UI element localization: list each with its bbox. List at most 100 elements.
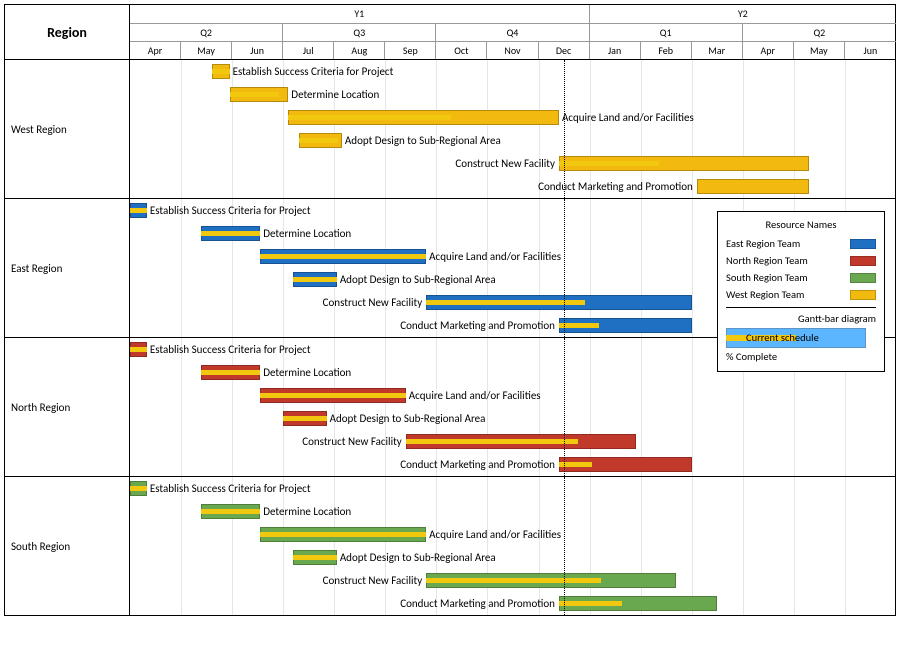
region-timeline: Establish Success Criteria for Project De…: [130, 477, 895, 615]
task-label: Conduct Marketing and Promotion: [400, 317, 555, 334]
legend-row-label: North Region Team: [726, 254, 808, 267]
header-month: Dec: [539, 42, 590, 59]
header-quarter: Q2: [130, 24, 283, 41]
legend-row: West Region Team: [726, 286, 876, 303]
task-pct-bar: [283, 416, 326, 421]
task-pct-bar: [260, 532, 426, 537]
task-label: Determine Location: [263, 364, 351, 381]
task-row: Acquire Land and/or Facilities: [130, 106, 895, 129]
header-month: Apr: [743, 42, 794, 59]
legend-row-label: East Region Team: [726, 237, 800, 250]
task-label: Acquire Land and/or Facilities: [562, 109, 694, 126]
task-label: Construct New Facility: [455, 155, 555, 172]
task-pct-bar: [130, 347, 147, 352]
legend-row: South Region Team: [726, 269, 876, 286]
task-row: Acquire Land and/or Facilities: [130, 384, 895, 407]
header-year: Y2: [590, 5, 896, 23]
legend-pct-label: % Complete: [726, 350, 876, 363]
header-quarter: Q1: [590, 24, 743, 41]
task-row: Construct New Facility: [130, 430, 895, 453]
task-pct-bar: [293, 277, 336, 282]
header-quarter: Q3: [283, 24, 436, 41]
header-month: Aug: [334, 42, 385, 59]
task-row: Adopt Design to Sub-Regional Area: [130, 407, 895, 430]
task-row: Determine Location: [130, 500, 895, 523]
task-row: Acquire Land and/or Facilities: [130, 523, 895, 546]
task-pct-bar: [260, 254, 426, 259]
task-pct-bar: [201, 231, 260, 236]
legend-title: Resource Names: [726, 218, 876, 231]
header-month: Apr: [130, 42, 181, 59]
task-label: Conduct Marketing and Promotion: [400, 456, 555, 473]
header-quarter: Q2: [743, 24, 896, 41]
legend-swatch: [850, 290, 876, 300]
task-pct-bar: [288, 115, 450, 120]
task-row: Construct New Facility: [130, 569, 895, 592]
region-label: West Region: [5, 60, 130, 198]
legend-row-label: West Region Team: [726, 288, 804, 301]
task-label: Establish Success Criteria for Project: [233, 63, 394, 80]
gantt-header: Region Y1Y2 Q2Q3Q4Q1Q2 AprMayJunJulAugSe…: [5, 5, 895, 60]
region-timeline: Establish Success Criteria for Project De…: [130, 60, 895, 198]
header-month: Feb: [641, 42, 692, 59]
legend-swatch: [850, 273, 876, 283]
task-pct-bar: [130, 486, 147, 491]
task-pct-bar: [426, 300, 585, 305]
task-row: Construct New Facility: [130, 152, 895, 175]
task-row: Adopt Design to Sub-Regional Area: [130, 129, 895, 152]
header-month: Nov: [487, 42, 538, 59]
region-block: South RegionEstablish Success Criteria f…: [5, 477, 895, 615]
task-label: Determine Location: [263, 503, 351, 520]
header-year: Y1: [130, 5, 590, 23]
task-label: Adopt Design to Sub-Regional Area: [330, 410, 486, 427]
task-label: Acquire Land and/or Facilities: [429, 526, 561, 543]
region-label: South Region: [5, 477, 130, 615]
task-label: Adopt Design to Sub-Regional Area: [345, 132, 501, 149]
task-row: Adopt Design to Sub-Regional Area: [130, 546, 895, 569]
header-month: Jun: [232, 42, 283, 59]
task-label: Establish Success Criteria for Project: [150, 202, 311, 219]
task-label: Construct New Facility: [302, 433, 402, 450]
task-label: Determine Location: [291, 86, 379, 103]
task-pct-bar: [201, 370, 260, 375]
legend-swatch: [850, 256, 876, 266]
header-month: Mar: [692, 42, 743, 59]
task-pct-bar: [212, 69, 230, 74]
task-label: Establish Success Criteria for Project: [150, 480, 311, 497]
task-label: Determine Location: [263, 225, 351, 242]
task-label: Acquire Land and/or Facilities: [409, 387, 541, 404]
task-pct-bar: [201, 509, 260, 514]
region-block: West RegionEstablish Success Criteria fo…: [5, 60, 895, 199]
legend-row: North Region Team: [726, 252, 876, 269]
task-label: Conduct Marketing and Promotion: [538, 178, 693, 195]
task-row: Conduct Marketing and Promotion: [130, 453, 895, 476]
task-pct-bar: [260, 393, 406, 398]
task-pct-bar: [559, 601, 622, 606]
today-line: [564, 477, 565, 615]
task-label: Establish Success Criteria for Project: [150, 341, 311, 358]
region-label: North Region: [5, 338, 130, 476]
header-month: May: [794, 42, 845, 59]
header-month: Jun: [845, 42, 896, 59]
task-pct-bar: [293, 555, 336, 560]
task-row: Establish Success Criteria for Project: [130, 60, 895, 83]
header-quarter: Q4: [436, 24, 589, 41]
task-row: Conduct Marketing and Promotion: [130, 175, 895, 198]
legend-swatch: [850, 239, 876, 249]
header-month: Sep: [385, 42, 436, 59]
today-line: [564, 60, 565, 198]
task-pct-bar: [406, 439, 578, 444]
task-label: Conduct Marketing and Promotion: [400, 595, 555, 612]
legend-diagram-title: Gantt-bar diagram: [726, 312, 876, 325]
header-month: Oct: [436, 42, 487, 59]
region-header-label: Region: [5, 5, 130, 59]
legend-diagram-sample: Current schedule: [726, 328, 866, 348]
task-bar: [697, 179, 809, 194]
header-month: Jan: [590, 42, 641, 59]
today-line: [564, 199, 565, 337]
timeline-header: Y1Y2 Q2Q3Q4Q1Q2 AprMayJunJulAugSepOctNov…: [130, 5, 896, 59]
task-label: Adopt Design to Sub-Regional Area: [340, 549, 496, 566]
legend-row-label: South Region Team: [726, 271, 808, 284]
task-label: Adopt Design to Sub-Regional Area: [340, 271, 496, 288]
task-row: Conduct Marketing and Promotion: [130, 592, 895, 615]
